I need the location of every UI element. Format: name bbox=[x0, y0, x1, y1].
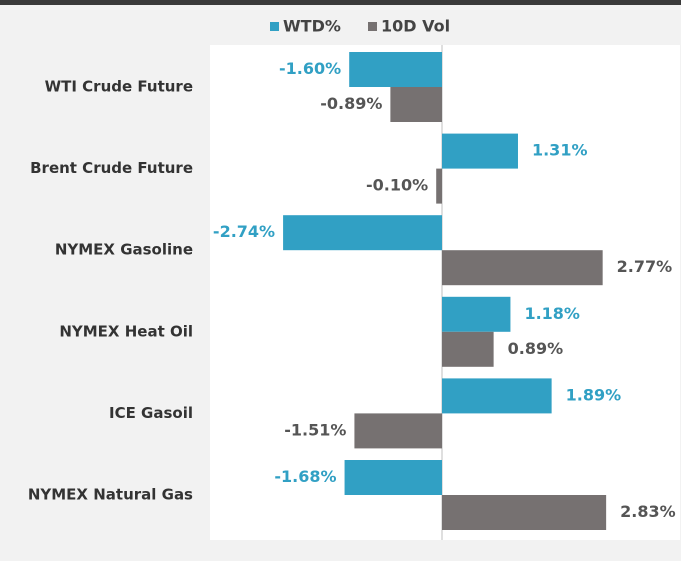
bar bbox=[442, 378, 552, 414]
category-label: Brent Crude Future bbox=[30, 159, 193, 177]
category-label: NYMEX Gasoline bbox=[55, 241, 193, 259]
plot-area bbox=[210, 45, 680, 540]
legend-swatch bbox=[368, 22, 377, 31]
legend-label: 10D Vol bbox=[381, 17, 450, 36]
bar bbox=[354, 413, 442, 449]
bar bbox=[349, 52, 442, 87]
top-border bbox=[0, 0, 681, 5]
bar bbox=[442, 250, 603, 286]
data-label: -1.51% bbox=[284, 420, 346, 439]
data-label: 2.83% bbox=[620, 502, 676, 521]
bar bbox=[442, 331, 494, 367]
data-label: -2.74% bbox=[213, 222, 275, 241]
bar bbox=[442, 495, 607, 530]
data-label: 0.89% bbox=[508, 339, 564, 358]
category-label: ICE Gasoil bbox=[109, 404, 193, 422]
bar bbox=[442, 296, 511, 332]
bar bbox=[442, 133, 518, 169]
data-label: 2.77% bbox=[617, 257, 673, 276]
category-label: WTI Crude Future bbox=[45, 78, 193, 96]
data-label: -1.68% bbox=[274, 467, 336, 486]
category-label: NYMEX Heat Oil bbox=[59, 322, 193, 340]
data-label: -0.89% bbox=[320, 94, 382, 113]
category-label: NYMEX Natural Gas bbox=[28, 486, 193, 504]
bar bbox=[436, 168, 442, 204]
legend-label: WTD% bbox=[283, 17, 341, 36]
legend-swatch bbox=[270, 22, 279, 31]
bar bbox=[344, 460, 442, 495]
bar bbox=[390, 87, 442, 122]
data-label: -1.60% bbox=[279, 59, 341, 78]
bar bbox=[283, 215, 442, 251]
data-label: 1.31% bbox=[532, 141, 588, 160]
data-label: -0.10% bbox=[366, 176, 428, 195]
data-label: 1.89% bbox=[566, 385, 622, 404]
data-label: 1.18% bbox=[524, 304, 580, 323]
